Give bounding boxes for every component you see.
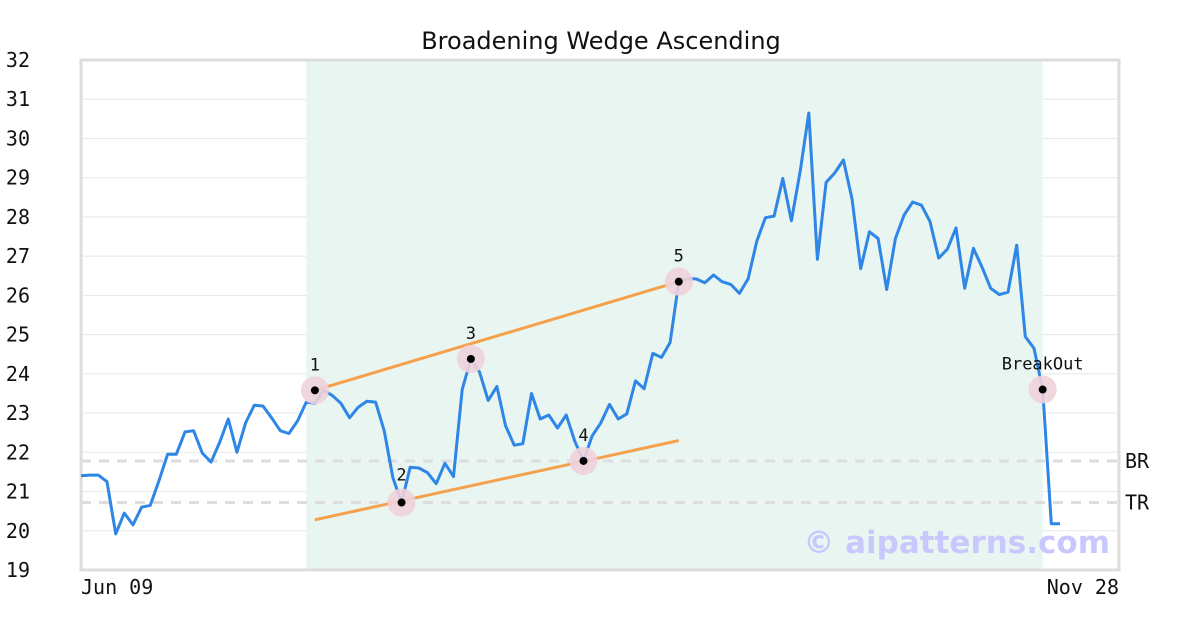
y-axis-ticks: 19 20 21 22 23 24 25 26 27 28 29 30 31 32 [6,48,30,582]
point-marker [310,386,319,395]
point-label: BreakOut [1002,355,1084,375]
y-tick-label: 25 [6,323,30,347]
y-tick-label: 20 [6,519,30,543]
pattern-points: 1 2 3 4 5 BreakOut [300,247,1084,517]
point-marker [674,277,683,286]
trendlines [314,280,680,522]
point-label: 3 [466,324,476,344]
point-label: 2 [396,466,406,486]
x-tick-label: Nov 28 [1047,575,1119,599]
trendline [314,280,680,392]
x-axis-ticks: Jun 09 Nov 28 [81,575,1119,599]
plot-frame [79,58,1121,572]
point-label: 1 [310,355,320,375]
y-tick-label: 24 [6,362,30,386]
y-tick-label: 29 [6,166,30,190]
y-tick-label: 30 [6,126,30,150]
point-marker [466,354,475,363]
point-marker [1038,385,1047,394]
point-marker [397,498,406,507]
price-series [80,111,1060,536]
trendline [314,439,680,522]
y-tick-label: 31 [6,87,30,111]
point-marker [579,456,588,465]
watermark: © aipatterns.com [803,525,1110,561]
y-tick-label: 23 [6,401,30,425]
y-tick-label: 21 [6,480,30,504]
point-label: 5 [674,247,684,267]
chart-title: Broadening Wedge Ascending [421,27,781,55]
reference-label-br: BR [1125,449,1150,473]
point-label: 4 [578,426,588,446]
x-tick-label: Jun 09 [81,575,153,599]
reference-label-tr: TR [1125,491,1150,515]
reference-lines: BR TR [81,449,1150,515]
y-tick-label: 26 [6,283,30,307]
y-tick-label: 22 [6,440,30,464]
y-tick-label: 32 [6,48,30,72]
y-tick-label: 28 [6,205,30,229]
y-tick-label: 27 [6,244,30,268]
y-tick-label: 19 [6,558,30,582]
series-line [80,111,1060,536]
